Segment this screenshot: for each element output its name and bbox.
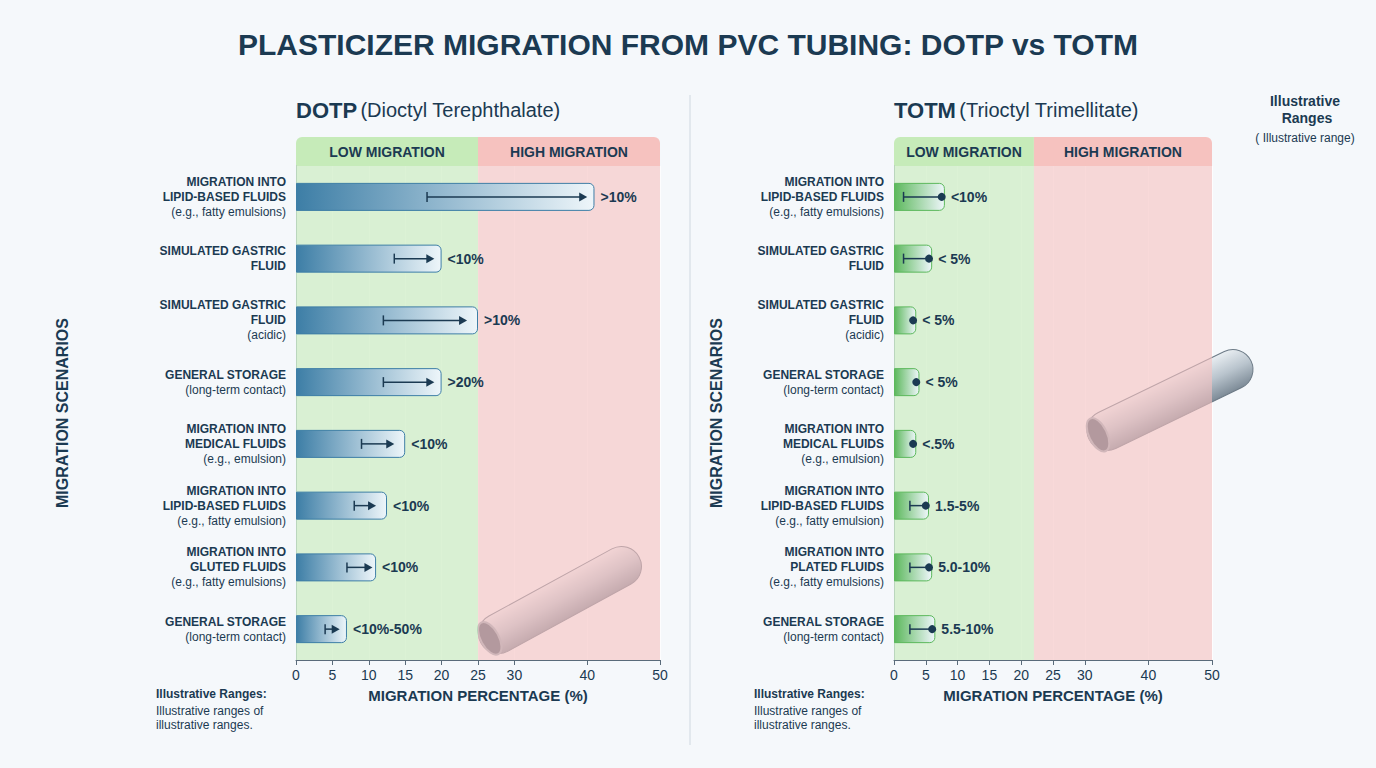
svg-text:>20%: >20% bbox=[448, 374, 485, 390]
svg-text:>10%: >10% bbox=[600, 189, 637, 205]
svg-text:(e.g., fatty emulsion): (e.g., fatty emulsion) bbox=[775, 514, 884, 528]
svg-text:Illustrative Ranges:: Illustrative Ranges: bbox=[156, 687, 267, 701]
svg-text:(acidic): (acidic) bbox=[845, 328, 884, 342]
svg-text:(e.g., emulsion): (e.g., emulsion) bbox=[203, 452, 286, 466]
svg-text:MIGRATION INTO: MIGRATION INTO bbox=[784, 484, 884, 498]
svg-text:MEDICAL FLUIDS: MEDICAL FLUIDS bbox=[185, 437, 286, 451]
svg-text:LIPID-BASED FLUIDS: LIPID-BASED FLUIDS bbox=[163, 499, 286, 513]
svg-text:(e.g., fatty emulsions): (e.g., fatty emulsions) bbox=[769, 575, 884, 589]
svg-text:MIGRATION SCENARIOS: MIGRATION SCENARIOS bbox=[708, 318, 725, 508]
svg-text:SIMULATED GASTRIC: SIMULATED GASTRIC bbox=[758, 298, 885, 312]
svg-text:< 5%: < 5% bbox=[922, 312, 955, 328]
svg-text:MEDICAL FLUIDS: MEDICAL FLUIDS bbox=[783, 437, 884, 451]
svg-text:PLATED FLUIDS: PLATED FLUIDS bbox=[790, 560, 884, 574]
svg-text:GENERAL STORAGE: GENERAL STORAGE bbox=[165, 368, 286, 382]
svg-text:20: 20 bbox=[1013, 667, 1029, 683]
svg-text:SIMULATED GASTRIC: SIMULATED GASTRIC bbox=[160, 244, 287, 258]
svg-text:<10%: <10% bbox=[411, 436, 448, 452]
svg-text:30: 30 bbox=[1077, 667, 1093, 683]
svg-text:MIGRATION INTO: MIGRATION INTO bbox=[186, 545, 286, 559]
svg-text:5.5-10%: 5.5-10% bbox=[941, 621, 994, 637]
svg-text:<10%-50%: <10%-50% bbox=[353, 621, 422, 637]
svg-text:PLASTICIZER MIGRATION FROM PVC: PLASTICIZER MIGRATION FROM PVC TUBING: D… bbox=[238, 28, 1138, 61]
svg-text:LIPID-BASED FLUIDS: LIPID-BASED FLUIDS bbox=[761, 190, 884, 204]
svg-text:MIGRATION INTO: MIGRATION INTO bbox=[186, 422, 286, 436]
svg-text:40: 40 bbox=[579, 667, 595, 683]
svg-text:40: 40 bbox=[1141, 667, 1157, 683]
svg-text:0: 0 bbox=[292, 667, 300, 683]
svg-text:15: 15 bbox=[397, 667, 413, 683]
svg-text:5: 5 bbox=[922, 667, 930, 683]
svg-text:DOTP: DOTP bbox=[296, 98, 357, 123]
svg-text:HIGH MIGRATION: HIGH MIGRATION bbox=[510, 144, 628, 160]
svg-text:(Dioctyl Terephthalate): (Dioctyl Terephthalate) bbox=[360, 99, 560, 121]
svg-text:Illustrative ranges of: Illustrative ranges of bbox=[754, 704, 865, 718]
svg-text:illustrative ranges.: illustrative ranges. bbox=[754, 718, 851, 732]
svg-text:HIGH MIGRATION: HIGH MIGRATION bbox=[1064, 144, 1182, 160]
svg-text:10: 10 bbox=[950, 667, 966, 683]
svg-text:SIMULATED GASTRIC: SIMULATED GASTRIC bbox=[758, 244, 885, 258]
svg-text:(e.g., fatty emulsions): (e.g., fatty emulsions) bbox=[171, 205, 286, 219]
svg-text:MIGRATION INTO: MIGRATION INTO bbox=[784, 175, 884, 189]
svg-text:5: 5 bbox=[329, 667, 337, 683]
svg-text:SIMULATED GASTRIC: SIMULATED GASTRIC bbox=[160, 298, 287, 312]
svg-text:<10%: <10% bbox=[393, 498, 430, 514]
svg-text:LIPID-BASED FLUIDS: LIPID-BASED FLUIDS bbox=[761, 499, 884, 513]
svg-text:GENERAL STORAGE: GENERAL STORAGE bbox=[165, 615, 286, 629]
svg-text:25: 25 bbox=[1045, 667, 1061, 683]
svg-text:<10%: <10% bbox=[382, 559, 419, 575]
svg-text:MIGRATION INTO: MIGRATION INTO bbox=[784, 422, 884, 436]
svg-text:<.5%: <.5% bbox=[922, 436, 955, 452]
svg-text:(e.g., emulsion): (e.g., emulsion) bbox=[801, 452, 884, 466]
svg-text:MIGRATION INTO: MIGRATION INTO bbox=[186, 484, 286, 498]
svg-text:10: 10 bbox=[361, 667, 377, 683]
svg-text:50: 50 bbox=[652, 667, 668, 683]
svg-text:GENERAL STORAGE: GENERAL STORAGE bbox=[763, 368, 884, 382]
svg-text:MIGRATION INTO: MIGRATION INTO bbox=[784, 545, 884, 559]
svg-text:MIGRATION PERCENTAGE (%): MIGRATION PERCENTAGE (%) bbox=[943, 687, 1162, 704]
svg-text:Illustrative: Illustrative bbox=[1270, 93, 1340, 109]
svg-text:LOW MIGRATION: LOW MIGRATION bbox=[906, 144, 1022, 160]
svg-text:LIPID-BASED FLUIDS: LIPID-BASED FLUIDS bbox=[163, 190, 286, 204]
svg-text:(e.g., fatty emulsions): (e.g., fatty emulsions) bbox=[769, 205, 884, 219]
svg-text:(e.g., fatty emulsion): (e.g., fatty emulsion) bbox=[177, 514, 286, 528]
svg-text:< 5%: < 5% bbox=[925, 374, 958, 390]
svg-text:MIGRATION INTO: MIGRATION INTO bbox=[186, 175, 286, 189]
svg-text:LOW MIGRATION: LOW MIGRATION bbox=[329, 144, 445, 160]
svg-text:0: 0 bbox=[890, 667, 898, 683]
svg-text:FLUID: FLUID bbox=[849, 313, 885, 327]
svg-text:1.5-5%: 1.5-5% bbox=[935, 498, 980, 514]
svg-text:(acidic): (acidic) bbox=[247, 328, 286, 342]
svg-text:20: 20 bbox=[434, 667, 450, 683]
svg-text:Illustrative ranges of: Illustrative ranges of bbox=[156, 704, 267, 718]
svg-text:Ranges: Ranges bbox=[1278, 110, 1333, 126]
svg-text:GENERAL STORAGE: GENERAL STORAGE bbox=[763, 615, 884, 629]
svg-text:(e.g., fatty emulsions): (e.g., fatty emulsions) bbox=[171, 575, 286, 589]
svg-text:MIGRATION SCENARIOS: MIGRATION SCENARIOS bbox=[54, 318, 71, 508]
svg-text:5.0-10%: 5.0-10% bbox=[938, 559, 991, 575]
svg-text:50: 50 bbox=[1204, 667, 1220, 683]
svg-text:FLUID: FLUID bbox=[251, 313, 287, 327]
svg-text:>10%: >10% bbox=[484, 312, 521, 328]
svg-text:<10%: <10% bbox=[951, 189, 988, 205]
svg-text:MIGRATION PERCENTAGE (%): MIGRATION PERCENTAGE (%) bbox=[368, 687, 587, 704]
svg-text:GLUTED FLUIDS: GLUTED FLUIDS bbox=[190, 560, 286, 574]
svg-text:TOTM: TOTM bbox=[894, 98, 956, 123]
svg-text:FLUID: FLUID bbox=[849, 259, 885, 273]
svg-text:(long-term contact): (long-term contact) bbox=[185, 630, 286, 644]
svg-text:illustrative ranges.: illustrative ranges. bbox=[156, 718, 253, 732]
svg-text:15: 15 bbox=[982, 667, 998, 683]
svg-text:FLUID: FLUID bbox=[251, 259, 287, 273]
svg-text:<10%: <10% bbox=[448, 251, 485, 267]
svg-text:30: 30 bbox=[507, 667, 523, 683]
svg-text:(long-term contact): (long-term contact) bbox=[185, 383, 286, 397]
svg-text:25: 25 bbox=[470, 667, 486, 683]
svg-text:(long-term contact): (long-term contact) bbox=[783, 630, 884, 644]
svg-text:< 5%: < 5% bbox=[938, 251, 971, 267]
svg-text:(Trioctyl Trimellitate): (Trioctyl Trimellitate) bbox=[959, 99, 1138, 121]
svg-text:(long-term contact): (long-term contact) bbox=[783, 383, 884, 397]
svg-text:( Illustrative range): ( Illustrative range) bbox=[1255, 131, 1354, 145]
svg-text:Illustrative Ranges:: Illustrative Ranges: bbox=[754, 687, 865, 701]
